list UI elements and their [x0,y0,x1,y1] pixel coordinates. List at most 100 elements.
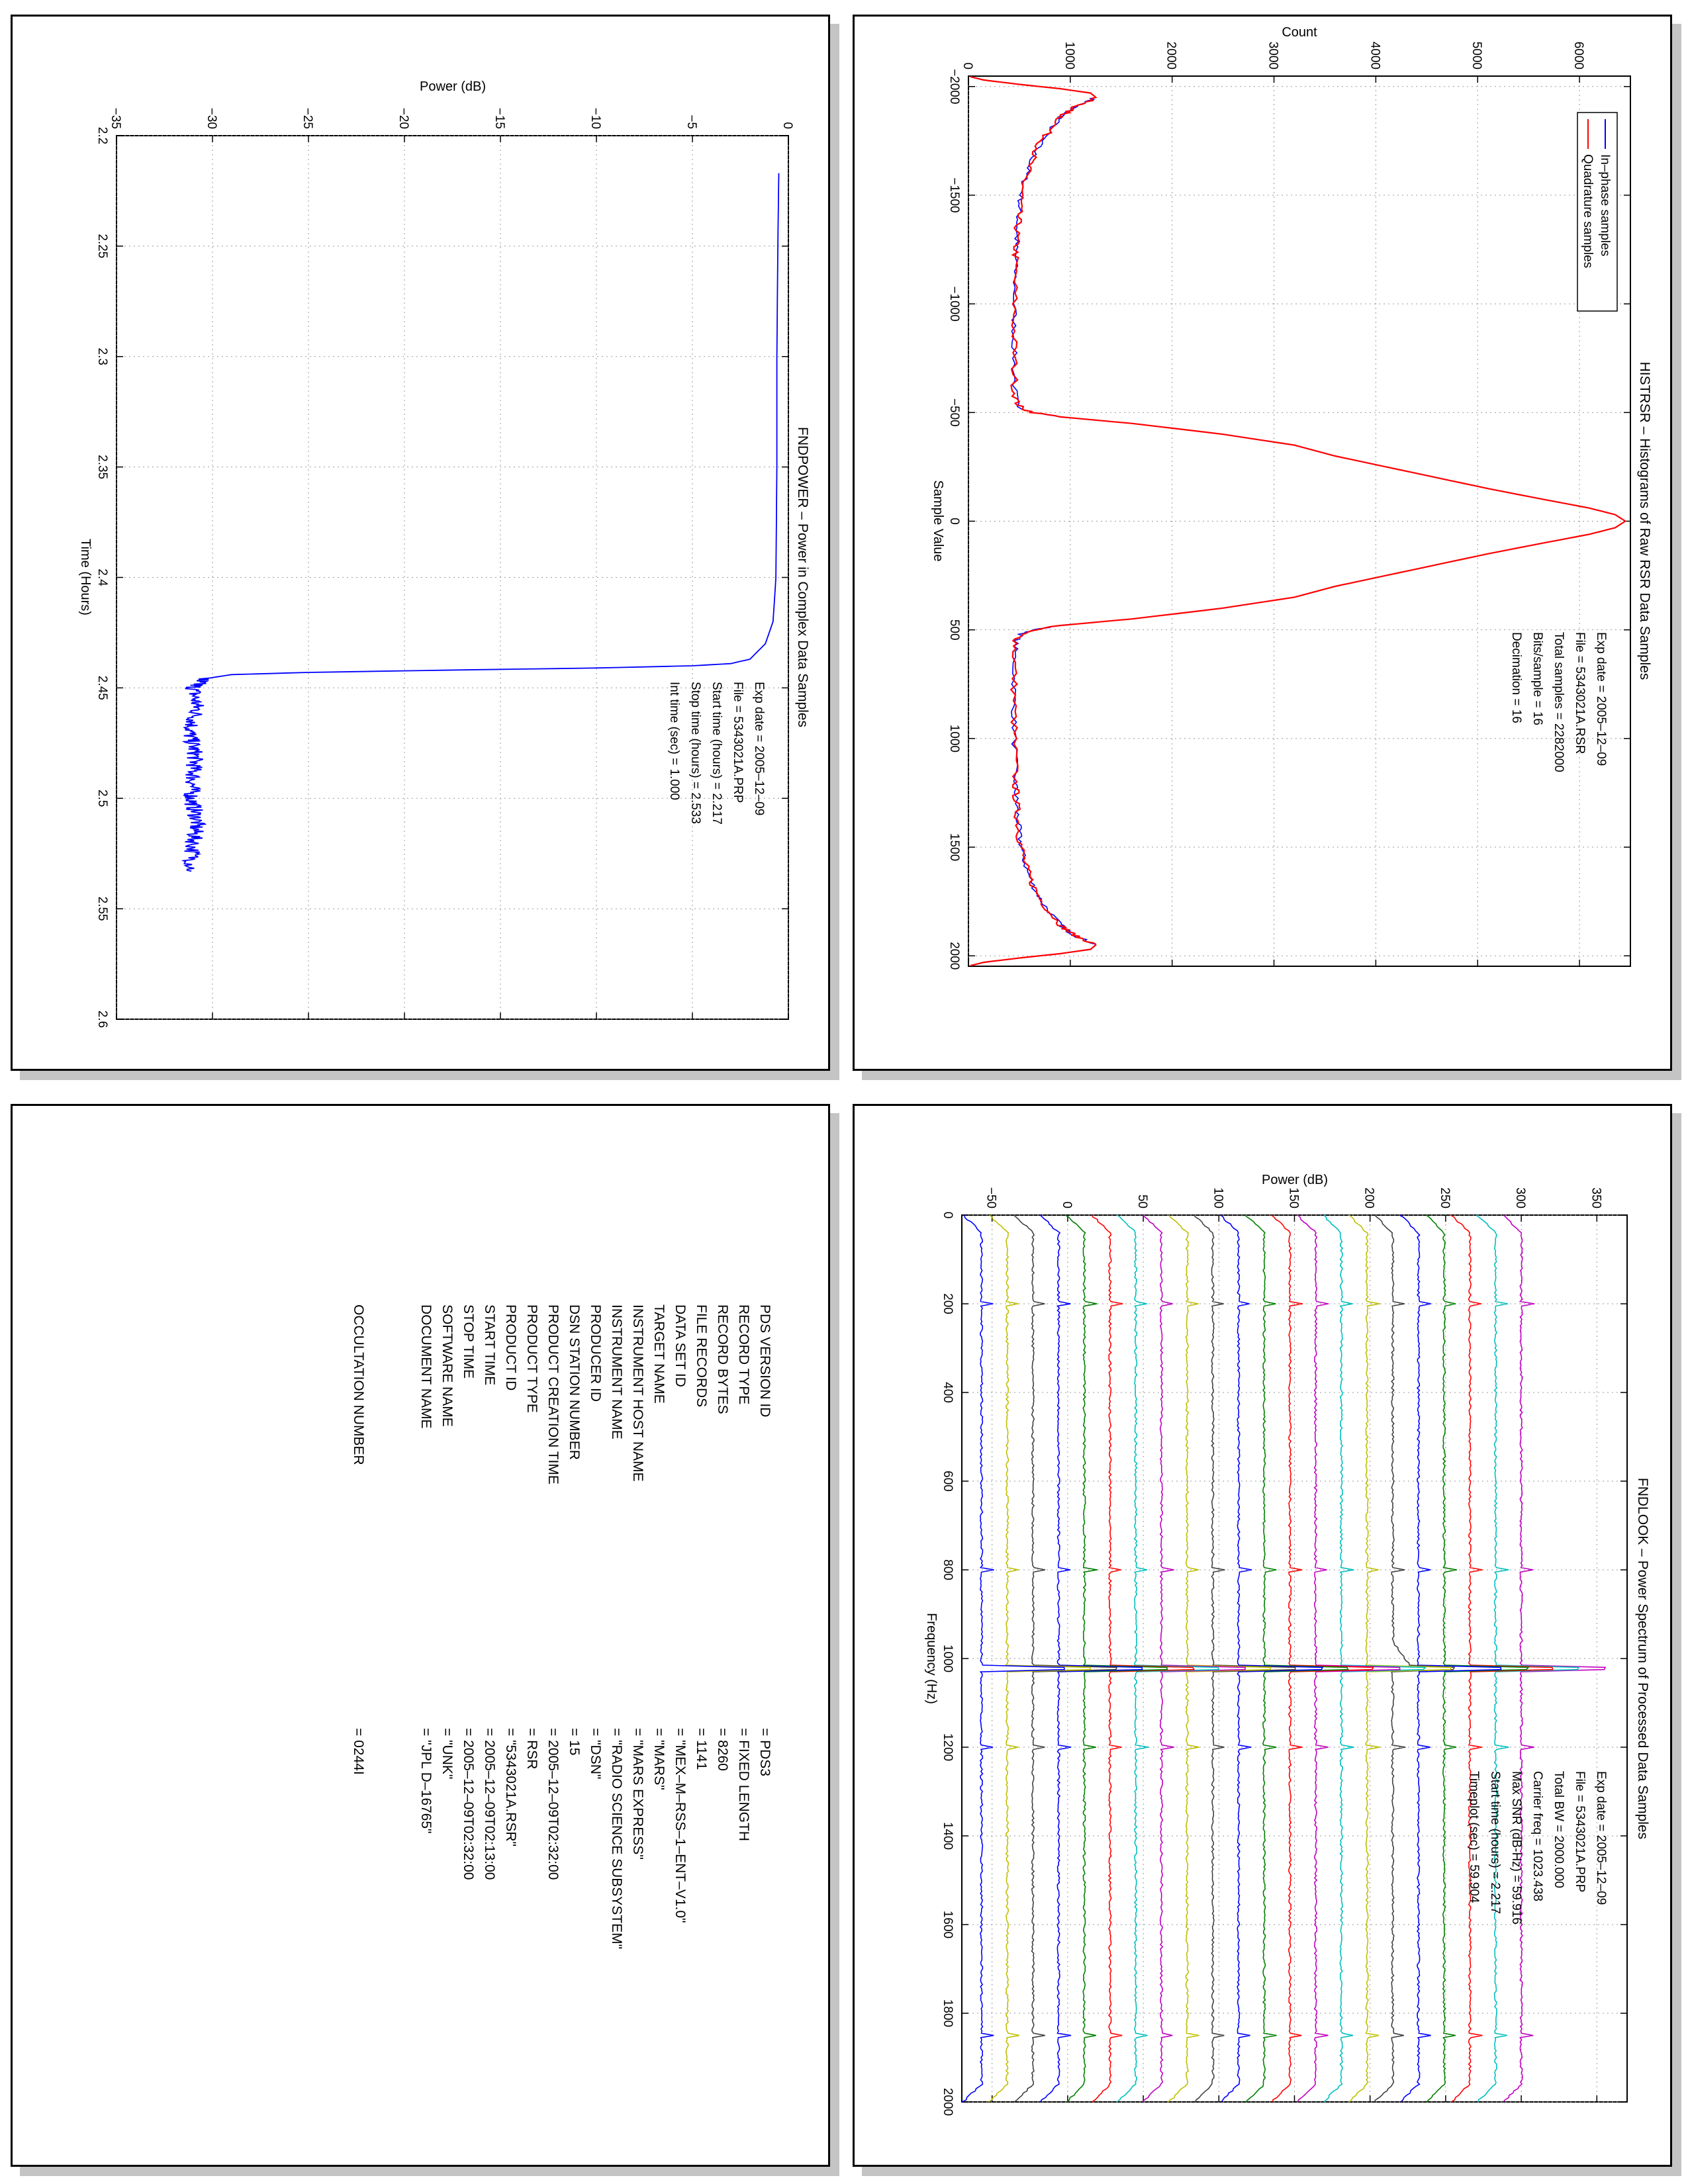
histrsr-xtick-label-0: −2000 [947,69,961,104]
fndlook-trace-14 [1142,1214,1246,2103]
fndlook-trace-1 [1476,1214,1579,2103]
histrsr-xtick-label-5: 500 [947,619,961,641]
fndpower-xtick-label-7: 2.55 [95,897,109,921]
fndpower-xticks: 2.2 2.25 2.3 2.35 2.4 2.45 2.5 2.55 2.6 [95,127,788,1028]
fndlook-trace-15 [1116,1214,1220,2103]
fndlook-trace-8 [1297,1214,1401,2103]
pds-label-value-6: = "MARS EXPRESS" [630,1728,645,1860]
fndlook-trace-4 [1399,1214,1502,2103]
fndlook-trace-16 [1091,1214,1196,2103]
fndlook-trace-0 [1503,1214,1607,2103]
fndlook-xtick-label-0: 0 [941,1212,955,1219]
fndpower-ylabel: Power (dB) [420,79,486,94]
pds-label-key-7: INSTRUMENT NAME [609,1304,624,1439]
fndlook-trace-12 [1193,1214,1296,2103]
fndlook-ann-start: Start time (hours) = 2.217 [1488,1771,1502,1914]
fndpower-series [181,173,780,872]
histrsr-ann-dec: Decimation = 16 [1509,632,1523,723]
fndlook-xlabel: Frequency (Hz) [924,1613,939,1704]
fndpower-ytick-label-5: −10 [588,108,602,129]
fndlook-xtick-label-10: 2000 [941,2088,955,2116]
fndlook-ann-bw: Total BW = 2000.000 [1552,1771,1566,1888]
fndpower-xtick-label-4: 2.4 [95,569,109,586]
histrsr-legend-label-q: Quadrature samples [1581,154,1595,268]
fndpower-xtick-label-2: 2.3 [95,348,109,365]
fndpower-chart: 2.2 2.25 2.3 2.35 2.4 2.45 2.5 2.55 2.6 −35 −30 −2… [78,79,810,1028]
fndpower-ann-stop: Stop time (hours) = 2.533 [688,682,702,824]
fndlook-trace-17 [1064,1214,1168,2103]
fndlook-trace-19 [1013,1214,1118,2103]
pds-label-value-13: = 2005–12–09T02:13:00 [482,1728,497,1880]
pds-label-value-7: = "RADIO SCIENCE SUBSYSTEM" [609,1728,624,1949]
fndpower-grid [116,135,789,1020]
fndlook-xticks: 0 200 400 600 800 1000 1200 1400 1600 1800 2000 [941,1212,1627,2116]
fndlook-ann-timeplot: Timeplot (sec) = 59.904 [1467,1771,1481,1903]
fndlook-xtick-label-4: 800 [941,1559,955,1580]
fndlook-ytick-label-5: 200 [1362,1187,1376,1208]
fndlook-trace-5 [1374,1214,1456,2103]
histrsr-ytick-label-6: 6000 [1571,42,1585,69]
fndlook-trace-20 [988,1214,1092,2103]
fndpower-xlabel: Time (Hours) [78,539,93,615]
pds-label-key-12: PRODUCT ID [503,1304,518,1390]
fndlook-ann-file: File = 5343021A.PRP [1573,1771,1587,1892]
histrsr-ytick-label-0: 0 [961,62,974,69]
histrsr-ytick-label-4: 4000 [1368,42,1382,69]
fndlook-trace-13 [1168,1214,1272,2103]
pds-label-value-10: = 2005–12–09T02:32:00 [545,1728,561,1880]
histrsr-legend-label-i: In–phase samples [1598,154,1612,256]
histrsr-series [970,75,1627,967]
pds-label-value-9: = 15 [567,1728,582,1755]
histrsr-rot: −2000 −1500 −1000 −500 0 500 1000 1500 2000 0 100… [931,25,1652,970]
pds-label-value-1: = FIXED LENGTH [736,1728,751,1841]
fndlook-xtick-label-2: 400 [941,1382,955,1403]
pds-label-value-4: = "MEX–M–RSS–1–ENT–V1.0" [673,1728,688,1923]
fndlook-trace-9 [1271,1214,1374,2103]
pds-label-key-3: FILE RECORDS [694,1304,709,1407]
pds-label-value-12: = "5343021A.RSR" [503,1728,518,1846]
fndpower-ann-int: Int time (sec) = 1.000 [667,682,681,800]
histrsr-yticks: 0 1000 2000 3000 4000 5000 6000 [961,42,1585,966]
fndlook-ytick-label-0: −50 [984,1187,998,1208]
histrsr-title: HISTRSR – Histograms of Raw RSR Data Sam… [1637,362,1652,680]
fndlook-trace-7 [1323,1214,1427,2103]
fndpower-xtick-label-6: 2.5 [95,790,109,807]
fndpower-ytick-label-3: −20 [397,108,410,129]
fndlook-ylabel: Power (dB) [1262,1173,1328,1187]
histrsr-ann-exp: Exp date = 2005–12–09 [1594,632,1608,766]
fndlook-ann-snr: Max SNR (dB-Hz) = 59.916 [1509,1771,1523,1925]
pds-label-value-14: = 2005–12–09T02:32:00 [461,1728,476,1880]
pds-label-value-0: = PDS3 [757,1728,773,1776]
histrsr-xtick-label-8: 2000 [947,942,961,970]
fndlook-ytick-label-7: 300 [1513,1187,1527,1208]
fndlook-trace-18 [1039,1214,1143,2103]
fndlook-ytick-label-8: 350 [1589,1187,1603,1208]
histrsr-chart: −2000 −1500 −1000 −500 0 500 1000 1500 2000 0 100… [931,25,1652,970]
fndpower-xtick-label-5: 2.45 [95,676,109,700]
pds-label-value-17: = 0244I [351,1728,366,1775]
pds-label-rot: PDS VERSION ID = PDS3 RECORD TYPE = FIXED L… [351,1304,773,1949]
pds-label-value-15: = "UNK" [440,1728,455,1779]
fndlook-xtick-label-1: 200 [941,1293,955,1314]
histrsr-xtick-label-7: 1500 [947,833,961,861]
histrsr-ytick-label-2: 2000 [1164,42,1178,69]
histrsr-plot-area [968,75,1631,967]
fndpower-rot: 2.2 2.25 2.3 2.35 2.4 2.45 2.5 2.55 2.6 −35 −30 −2… [78,79,810,1028]
pds-label-key-0: PDS VERSION ID [757,1304,773,1417]
pds-label-key-16: DOCUMENT NAME [418,1304,434,1428]
histrsr-xtick-label-2: −1000 [947,286,961,321]
fndlook-xtick-label-5: 1000 [941,1645,955,1672]
fndpower-ytick-label-0: −35 [109,108,122,129]
histrsr-ytick-label-5: 5000 [1470,42,1483,69]
fndlook-trace-11 [1220,1214,1324,2103]
fndpower-xtick-label-3: 2.35 [95,455,109,479]
fndpower-ann-start: Start time (hours) = 2.217 [710,682,724,825]
histrsr-ytick-label-3: 3000 [1266,42,1280,69]
pds-label-key-13: START TIME [482,1304,497,1385]
pds-label-key-1: RECORD TYPE [736,1304,751,1404]
histrsr-xticks: −2000 −1500 −1000 −500 0 500 1000 1500 2000 [947,69,1630,970]
fndlook-panel: 0 200 400 600 800 1000 1200 1400 1600 1800 2000 −5… [853,1104,1672,2167]
fndlook-trace-10 [1244,1214,1349,2103]
